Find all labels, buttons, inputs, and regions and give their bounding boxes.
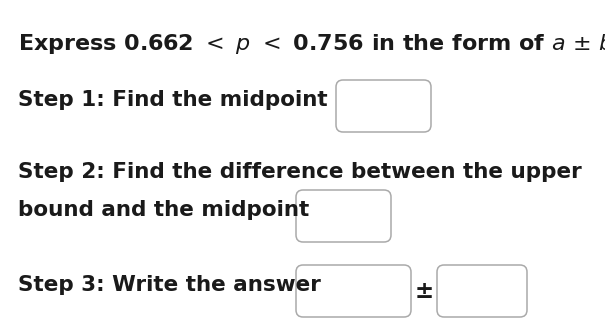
Text: Step 1: Find the midpoint: Step 1: Find the midpoint: [18, 90, 328, 110]
Text: Step 3: Write the answer: Step 3: Write the answer: [18, 275, 321, 295]
FancyBboxPatch shape: [296, 265, 411, 317]
Text: ±: ±: [414, 280, 434, 302]
FancyBboxPatch shape: [296, 190, 391, 242]
FancyBboxPatch shape: [437, 265, 527, 317]
FancyBboxPatch shape: [336, 80, 431, 132]
Text: bound and the midpoint: bound and the midpoint: [18, 200, 309, 220]
Text: Express 0.662 $<$ $p$ $<$ 0.756 in the form of $a$ $\pm$ $b$.: Express 0.662 $<$ $p$ $<$ 0.756 in the f…: [18, 32, 605, 56]
Text: Step 2: Find the difference between the upper: Step 2: Find the difference between the …: [18, 162, 582, 182]
